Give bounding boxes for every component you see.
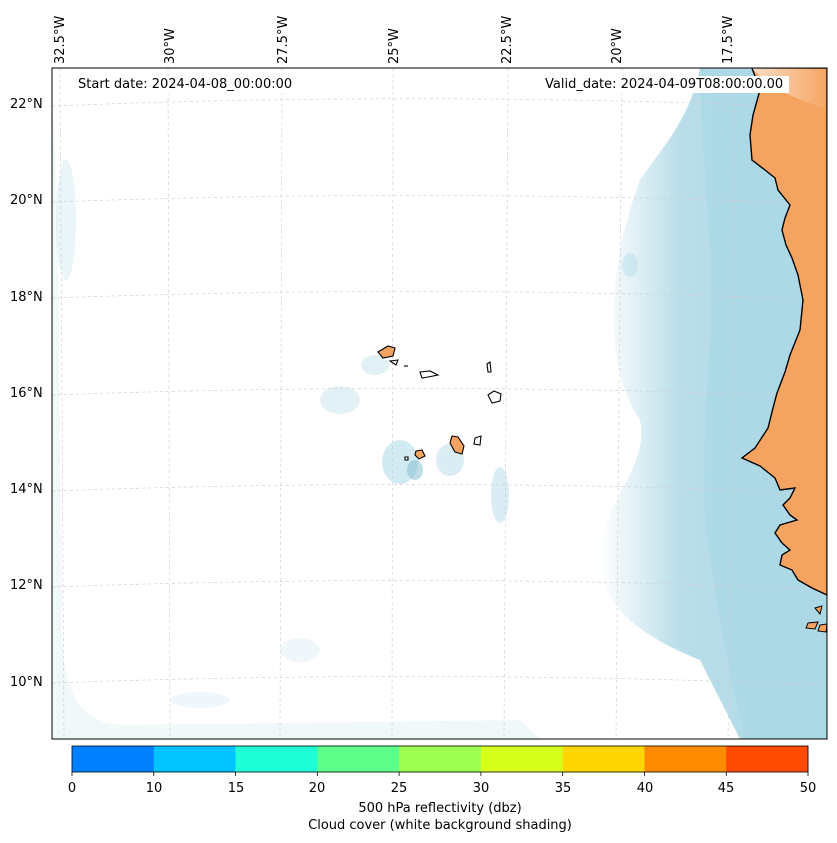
colorbar-tick: 15 [227,781,245,796]
colorbar-frame [71,745,809,773]
island-boa-vista [487,390,502,404]
colorbar-tick: 0 [67,781,77,796]
colorbar-segment [644,746,727,772]
colorbar-segment [399,746,482,772]
colorbar-tick: 40 [636,781,654,796]
colorbar-segment [72,746,155,772]
island-sao-vicente [388,359,399,366]
colorbar-tick: 35 [554,781,572,796]
lon-label-30w: 30°W [163,28,178,64]
lon-label-32-5w: 32.5°W [53,15,68,64]
lat-label-14n: 14°N [10,482,43,497]
lon-label-17-5w: 17.5°W [721,15,736,64]
colorbar-tick: 20 [308,781,326,796]
colorbar-segment [317,746,400,772]
africa-coastline [740,68,827,596]
lat-label-22n: 22°N [10,97,43,112]
colorbar-segment [235,746,318,772]
island-maio [473,435,482,446]
colorbar-segment [480,746,564,772]
colorbar-segment [153,746,237,772]
island-sal [486,361,492,373]
lon-label-25w: 25°W [387,28,402,64]
island-santo-antao [377,345,396,359]
colorbar-tick: 10 [145,781,163,796]
island-sao-nicolau [419,370,440,379]
colorbar-subtitle: Cloud cover (white background shading) [308,818,572,833]
map-area [52,68,827,739]
lon-label-20w: 20°W [610,28,625,64]
colorbar-tick: 50 [799,781,817,796]
lat-label-10n: 10°N [10,675,43,690]
colorbar-segment [562,746,645,772]
island-brava [404,456,409,461]
bijagos-islands [805,605,827,633]
colorbar-title: 500 hPa reflectivity (dbz) [358,801,522,816]
lon-label-27-5w: 27.5°W [276,15,291,64]
lat-label-18n: 18°N [10,290,43,305]
start-date-label: Start date: 2024-04-08_00:00:00 [72,76,299,93]
island-santiago [449,435,465,455]
colorbar [71,745,809,776]
island-fogo [414,449,426,460]
map-frame [51,67,828,740]
colorbar-tick: 30 [472,781,490,796]
colorbar-tick: 45 [717,781,735,796]
lat-label-16n: 16°N [10,386,43,401]
cape-verde-islands [377,345,502,461]
lon-label-22-5w: 22.5°W [500,15,515,64]
graticule [52,68,827,739]
colorbar-segment [726,746,809,772]
valid-date-label: Valid_date: 2024-04-09T08:00:00.00 [539,76,790,93]
colorbar-tick: 25 [390,781,408,796]
lat-label-20n: 20°N [10,193,43,208]
lat-label-12n: 12°N [10,578,43,593]
